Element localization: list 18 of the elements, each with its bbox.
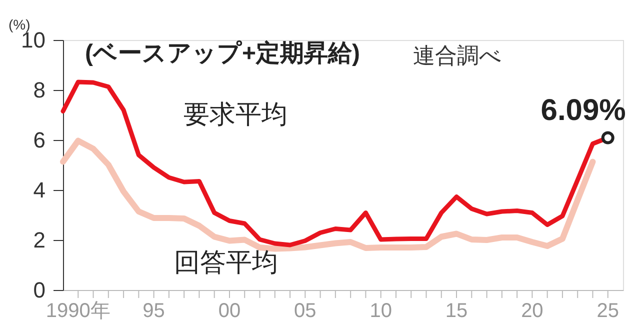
x-tick-label: 10 [370, 300, 392, 322]
x-tick-label: 1990年 [46, 300, 110, 322]
x-tick-label: 15 [445, 300, 468, 322]
chart-title: (ベースアップ+定期昇給) [85, 40, 360, 67]
x-tick-label: 20 [521, 300, 544, 322]
series-label: 要求平均 [184, 99, 288, 129]
x-tick-label: 25 [596, 300, 619, 322]
y-tick-label: 6 [33, 128, 46, 152]
annotation: 6.09% [540, 94, 626, 127]
y-tick-label: 4 [33, 178, 46, 202]
x-tick-label: 05 [294, 300, 316, 322]
x-tick-label: 00 [218, 300, 241, 322]
series-label: 回答平均 [174, 247, 278, 277]
x-tick-label: 95 [142, 300, 165, 322]
y-tick-label: 2 [33, 228, 46, 252]
annotation: 連合調べ [413, 43, 502, 68]
y-tick-label: 8 [33, 78, 46, 102]
y-tick-label: 0 [33, 278, 46, 302]
